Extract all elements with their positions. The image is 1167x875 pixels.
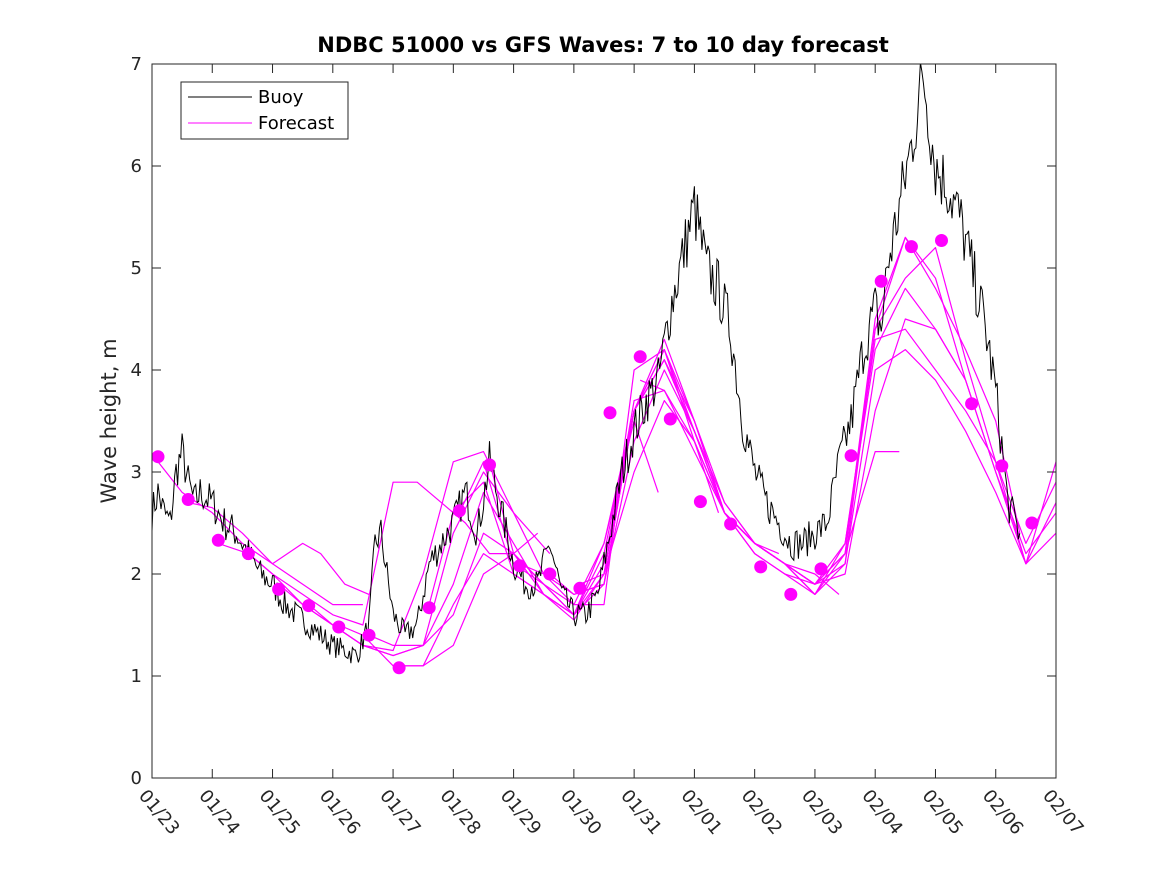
forecast-lines: [157, 236, 1056, 667]
y-axis-label: Wave height, m: [97, 338, 121, 503]
x-tick-label: 02/04: [857, 786, 906, 839]
x-tick-label: 01/30: [556, 786, 605, 839]
forecast-marker: [483, 458, 496, 472]
y-tick-label: 5: [131, 258, 142, 279]
forecast-marker: [603, 406, 617, 420]
forecast-marker: [1025, 516, 1039, 530]
forecast-marker: [754, 560, 768, 574]
forecast-marker: [241, 547, 255, 561]
x-tick-label: 02/05: [918, 786, 967, 839]
forecast-marker: [302, 599, 316, 613]
legend-label-forecast: Forecast: [258, 113, 334, 134]
legend-label-buoy: Buoy: [258, 87, 304, 108]
y-axis: 0 1 2 3 4 5 6 7: [131, 54, 1056, 789]
forecast-marker: [152, 450, 165, 464]
x-tick-label: 01/28: [436, 786, 485, 839]
forecast-marker: [332, 620, 346, 634]
x-tick-label: 01/29: [496, 786, 545, 839]
forecast-marker: [995, 459, 1009, 473]
forecast-marker: [965, 397, 979, 411]
forecast-marker: [362, 628, 376, 642]
forecast-marker: [844, 449, 858, 463]
forecast-marker: [633, 350, 647, 364]
legend: Buoy Forecast: [180, 81, 349, 140]
x-tick-label: 02/01: [677, 786, 726, 839]
x-tick-label: 02/02: [737, 786, 786, 839]
plot-frame: [151, 63, 1057, 779]
x-tick-label: 02/06: [978, 786, 1027, 839]
forecast-marker: [422, 601, 436, 615]
forecast-marker: [573, 581, 587, 595]
forecast-marker: [935, 234, 948, 247]
x-tick-label: 01/25: [255, 786, 304, 839]
forecast-series-line-16: [639, 318, 1056, 585]
chart-title: NDBC 51000 vs GFS Waves: 7 to 10 day for…: [317, 33, 888, 57]
forecast-marker: [272, 582, 286, 596]
forecast-marker: [211, 533, 225, 547]
forecast-marker: [181, 493, 195, 506]
forecast-marker: [392, 661, 406, 675]
x-tick-label: 01/31: [616, 786, 665, 839]
forecast-marker: [874, 274, 888, 288]
forecast-marker: [904, 240, 918, 254]
forecast-marker: [452, 504, 466, 518]
buoy-series-line: [152, 64, 1021, 664]
x-tick-label: 01/26: [315, 786, 364, 839]
x-tick-label: 02/03: [797, 786, 846, 839]
y-tick-label: 0: [131, 768, 142, 789]
forecast-series-line-2: [188, 502, 370, 595]
y-tick-label: 1: [131, 666, 142, 687]
forecast-marker: [663, 412, 677, 426]
forecast-marker: [784, 587, 798, 601]
forecast-markers: [152, 234, 1039, 675]
forecast-marker: [814, 562, 828, 576]
x-tick-label: 02/07: [1038, 786, 1087, 839]
plot-area: [152, 64, 1056, 778]
forecast-marker: [543, 567, 557, 581]
buoy-line-group: [152, 64, 1021, 664]
legend-box: [180, 81, 349, 140]
forecast-marker: [693, 495, 707, 509]
y-tick-label: 6: [131, 156, 142, 177]
y-tick-label: 3: [131, 462, 142, 483]
forecast-marker: [513, 559, 527, 573]
forecast-series-line-4: [248, 451, 551, 652]
y-tick-label: 7: [131, 54, 142, 75]
x-tick-label: 01/24: [194, 786, 243, 839]
y-tick-label: 2: [131, 564, 142, 585]
y-tick-label: 4: [131, 360, 142, 381]
x-tick-label: 01/23: [134, 786, 183, 839]
forecast-marker: [724, 517, 738, 531]
x-tick-label: 01/27: [375, 786, 424, 839]
